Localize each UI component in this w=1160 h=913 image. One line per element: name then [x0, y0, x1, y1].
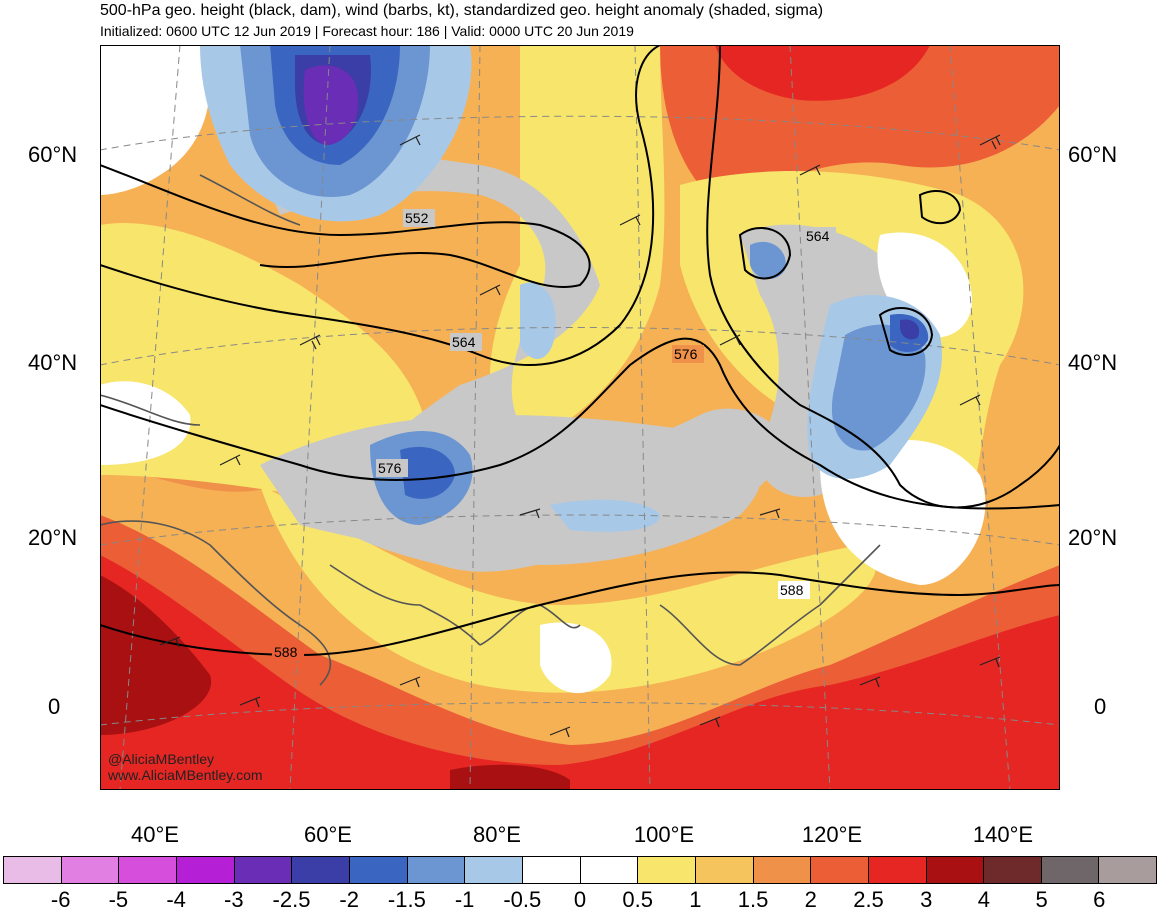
colorbar-label: -1.5: [387, 887, 426, 912]
colorbar-swatch: [119, 857, 177, 883]
colorbar-label: 4: [977, 887, 991, 912]
colorbar-swatch: [753, 857, 812, 883]
colorbar-label: 6: [1093, 887, 1106, 912]
anomaly-white-northwest: [100, 45, 210, 195]
anomaly-darkred-tropics: [100, 555, 1060, 790]
colorbar-swatch: [522, 857, 581, 883]
contour-closed-korea: [878, 306, 934, 356]
contour-closed-northeast: [918, 190, 962, 225]
colorbar-label: 5: [1035, 887, 1048, 912]
contour-576: [100, 337, 1060, 510]
colorbar-swatch: [407, 857, 466, 883]
lat-label-eq-right: 0: [1094, 694, 1107, 719]
credit-handle: @AliciaMBentley: [108, 751, 215, 767]
lon-label-60e: 60°E: [304, 822, 352, 847]
contour-label-564-west: 564: [452, 334, 476, 350]
colorbar-label: 3: [920, 887, 933, 912]
lat-label-60n-left: 60°N: [28, 142, 78, 167]
colorbar-swatch: [926, 857, 985, 883]
lat-label-60n-right: 60°N: [1068, 142, 1118, 167]
colorbar-label: 1.5: [737, 887, 769, 912]
colorbar-label: 0.5: [622, 887, 653, 912]
anomaly-navy-korea: [900, 319, 920, 340]
colorbar-label: -6: [50, 887, 71, 912]
anomaly-map: 552 564 564 576 576 588 588: [100, 45, 1060, 790]
map-subtitle: Initialized: 0600 UTC 12 Jun 2019 | Fore…: [100, 23, 634, 39]
colorbar-swatch: [580, 857, 639, 883]
contour-552: [100, 164, 591, 288]
colorbar-swatch: [349, 857, 408, 883]
colorbar-label: 1: [689, 887, 702, 912]
anomaly-maroon-indian-ocean: [450, 764, 570, 790]
colorbar-swatch: [1041, 857, 1100, 883]
anomaly-darkred-north: [715, 45, 930, 101]
colorbar-label: -5: [108, 887, 129, 912]
lon-label-120e: 120°E: [801, 822, 863, 847]
colorbar: [3, 856, 1157, 884]
lat-label-20n-right: 20°N: [1068, 525, 1118, 550]
colorbar-swatch: [811, 857, 869, 883]
anomaly-white-india: [540, 622, 612, 694]
colorbar-label: -1: [454, 887, 475, 912]
colorbar-swatch: [465, 857, 523, 883]
colorbar-label: 2.5: [853, 887, 884, 912]
colorbar-swatch: [638, 857, 696, 883]
anomaly-yellow-south: [260, 485, 877, 693]
colorbar-label: -2: [339, 887, 359, 912]
colorbar-label: 0: [573, 887, 587, 912]
lat-label-20n-left: 20°N: [28, 525, 78, 550]
lon-label-140e: 140°E: [972, 822, 1034, 847]
colorbar-swatch: [984, 857, 1042, 883]
colorbar-swatch: [868, 857, 927, 883]
height-contours: [100, 45, 1060, 657]
anomaly-mid-blue-korea: [831, 324, 926, 451]
contour-564-east: [706, 45, 1060, 509]
colorbar-label: -0.5: [503, 887, 542, 912]
anomaly-blue-low: [750, 241, 786, 280]
lon-label-100e: 100°E: [633, 822, 695, 847]
lon-label-40e: 40°E: [131, 822, 179, 847]
graticule: [100, 45, 1060, 790]
lat-label-eq-left: 0: [48, 694, 61, 719]
colorbar-swatch: [1099, 857, 1157, 883]
colorbar-label: -4: [166, 887, 186, 912]
map-title: 500-hPa geo. height (black, dam), wind (…: [100, 2, 824, 19]
colorbar-swatch: [234, 857, 293, 883]
colorbar-swatch: [695, 857, 754, 883]
contour-labels: 552 564 564 576 576 588 588: [272, 209, 836, 661]
contour-564-west: [100, 45, 661, 366]
colorbar-label: -2.5: [272, 887, 311, 912]
map-panel: 552 564 564 576 576 588 588 @AliciaMBent…: [100, 45, 1060, 790]
lat-label-40n-right: 40°N: [1068, 350, 1118, 375]
contour-label-564-east: 564: [806, 228, 830, 244]
contour-label-588-west: 588: [274, 644, 298, 660]
lat-label-40n-left: 40°N: [28, 350, 78, 375]
colorbar-label: 2: [804, 887, 817, 912]
credit-site: www.AliciaMBentley.com: [108, 767, 263, 783]
contour-closed-low: [738, 226, 792, 280]
wind-barbs: [159, 134, 1001, 738]
lon-label-80e: 80°E: [473, 822, 521, 847]
colorbar-swatch: [292, 857, 350, 883]
colorbar-swatch: [4, 857, 62, 883]
contour-label-576-east: 576: [674, 346, 698, 362]
anomaly-light-blue-lake: [520, 282, 556, 359]
colorbar-label: -3: [224, 887, 244, 912]
contour-label-552: 552: [405, 210, 429, 226]
anomaly-dark-blue-tibet: [400, 446, 455, 499]
colorbar-swatch: [61, 857, 120, 883]
contour-label-588-east: 588: [780, 582, 804, 598]
contour-588: [100, 571, 1060, 657]
colorbar-swatch: [176, 857, 235, 883]
contour-label-576-west: 576: [378, 460, 402, 476]
anomaly-light-blue-band: [550, 499, 660, 532]
